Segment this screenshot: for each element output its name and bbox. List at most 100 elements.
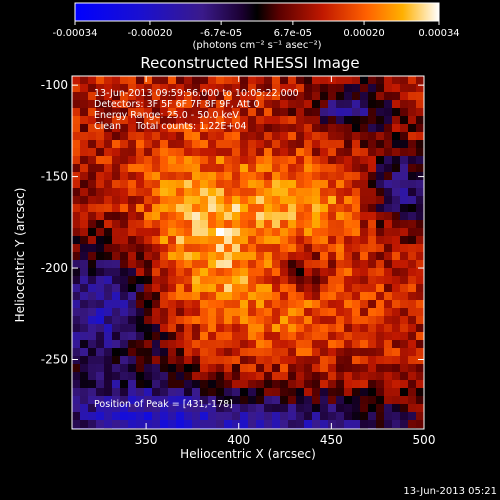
heatmap-cell <box>96 124 105 133</box>
heatmap-cell <box>352 340 361 349</box>
heatmap-cell <box>264 364 273 373</box>
heatmap-cell <box>112 228 121 237</box>
heatmap-cell <box>264 388 273 397</box>
heatmap-cell <box>184 212 193 221</box>
heatmap-cell <box>264 100 273 109</box>
heatmap-cell <box>152 364 161 373</box>
heatmap-cell <box>296 316 305 325</box>
heatmap-cell <box>256 188 265 197</box>
heatmap-cell <box>384 124 393 133</box>
heatmap-cell <box>72 148 81 157</box>
heatmap-cell <box>104 236 113 245</box>
heatmap-cell <box>288 188 297 197</box>
heatmap-cell <box>264 292 273 301</box>
heatmap-cell <box>200 324 209 333</box>
heatmap-cell <box>360 76 369 85</box>
heatmap-cell <box>376 292 385 301</box>
heatmap-cell <box>160 380 169 389</box>
heatmap-cell <box>336 140 345 149</box>
heatmap-cell <box>408 204 417 213</box>
heatmap-cell <box>408 188 417 197</box>
heatmap-cell <box>240 420 249 429</box>
heatmap-cell <box>224 356 233 365</box>
heatmap-cell <box>384 324 393 333</box>
heatmap-cell <box>328 292 337 301</box>
heatmap-cell <box>176 188 185 197</box>
heatmap-cell <box>264 372 273 381</box>
heatmap-cell <box>328 196 337 205</box>
heatmap-cell <box>408 212 417 221</box>
heatmap-cell <box>232 324 241 333</box>
heatmap-cell <box>272 404 281 413</box>
heatmap-cell <box>312 300 321 309</box>
heatmap-cell <box>304 404 313 413</box>
heatmap-cell <box>176 220 185 229</box>
heatmap-cell <box>104 372 113 381</box>
heatmap-cell <box>184 228 193 237</box>
heatmap-cell <box>136 308 145 317</box>
heatmap-cell <box>216 396 225 405</box>
heatmap-cell <box>232 364 241 373</box>
heatmap-cell <box>224 244 233 253</box>
heatmap-cell <box>368 388 377 397</box>
heatmap-cell <box>200 364 209 373</box>
heatmap-cell <box>384 188 393 197</box>
heatmap-cell <box>112 396 121 405</box>
heatmap-cell <box>296 76 305 85</box>
heatmap-cell <box>232 308 241 317</box>
heatmap-cell <box>232 124 241 133</box>
heatmap-cell <box>104 340 113 349</box>
heatmap-cell <box>328 108 337 117</box>
heatmap-cell <box>400 148 409 157</box>
heatmap-cell <box>400 420 409 429</box>
heatmap-cell <box>160 348 169 357</box>
heatmap-cell <box>384 116 393 125</box>
heatmap-cell <box>104 396 113 405</box>
heatmap-cell <box>304 156 313 165</box>
heatmap-cell <box>200 180 209 189</box>
heatmap-cell <box>304 332 313 341</box>
heatmap-cell <box>296 284 305 293</box>
heatmap-cell <box>272 276 281 285</box>
heatmap-cell <box>184 84 193 93</box>
heatmap-cell <box>176 364 185 373</box>
heatmap-cell <box>272 300 281 309</box>
heatmap-cell <box>120 180 129 189</box>
heatmap-cell <box>120 420 129 429</box>
heatmap-cell <box>240 92 249 101</box>
heatmap-cell <box>88 236 97 245</box>
heatmap-cell <box>88 284 97 293</box>
heatmap-cell <box>112 380 121 389</box>
heatmap-cell <box>288 140 297 149</box>
heatmap-cell <box>312 244 321 253</box>
heatmap-cell <box>104 388 113 397</box>
heatmap-cell <box>392 324 401 333</box>
heatmap-cell <box>272 180 281 189</box>
heatmap-cell <box>112 404 121 413</box>
heatmap-cell <box>336 308 345 317</box>
heatmap-cell <box>240 372 249 381</box>
heatmap-cell <box>304 188 313 197</box>
heatmap-cell <box>376 348 385 357</box>
heatmap-cell <box>200 404 209 413</box>
heatmap-cell <box>192 180 201 189</box>
heatmap-cell <box>248 220 257 229</box>
heatmap-cell <box>264 140 273 149</box>
heatmap-cell <box>152 84 161 93</box>
heatmap-cell <box>280 308 289 317</box>
heatmap-cell <box>112 324 121 333</box>
heatmap-cell <box>408 388 417 397</box>
heatmap-cell <box>208 268 217 277</box>
heatmap-cell <box>144 92 153 101</box>
heatmap-cell <box>328 420 337 429</box>
heatmap-cell <box>200 300 209 309</box>
heatmap-cell <box>392 164 401 173</box>
heatmap-cell <box>120 196 129 205</box>
heatmap-cell <box>376 316 385 325</box>
heatmap-cell <box>408 244 417 253</box>
heatmap-cell <box>248 76 257 85</box>
heatmap-cell <box>368 308 377 317</box>
heatmap-cell <box>96 332 105 341</box>
heatmap-cell <box>328 180 337 189</box>
heatmap-cell <box>336 108 345 117</box>
